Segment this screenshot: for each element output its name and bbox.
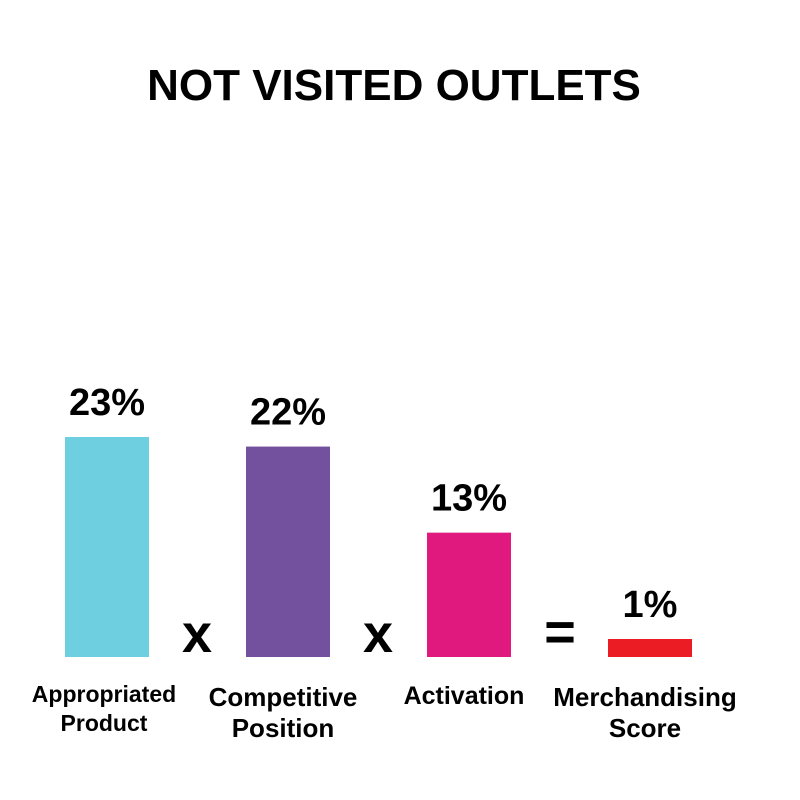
category-label-1-line-1: Appropriated xyxy=(32,681,176,707)
bar-3 xyxy=(427,532,511,657)
category-label-2-line-2: Position xyxy=(232,713,335,743)
bar-2 xyxy=(246,446,330,657)
category-label-3-line-1: Activation xyxy=(404,682,525,710)
value-label-3: 13% xyxy=(431,478,507,520)
bar-4 xyxy=(608,639,692,657)
category-label-4-line-1: Merchandising xyxy=(553,682,736,712)
value-label-4: 1% xyxy=(623,584,678,626)
value-label-1: 23% xyxy=(69,382,145,424)
multiply-operator-2: x xyxy=(363,604,393,664)
multiply-operator-1: x xyxy=(182,604,212,664)
equals-operator: = xyxy=(544,602,576,662)
bars-layer: 23% Appropriated Product 22% Competitive Posi… xyxy=(32,382,737,743)
bar-1 xyxy=(65,437,149,657)
category-label-1-line-2: Product xyxy=(61,710,148,736)
category-label-2: Competitive Position xyxy=(209,682,358,743)
category-label-1: Appropriated Product xyxy=(32,681,176,736)
value-label-2: 22% xyxy=(250,392,326,434)
chart-title: NOT VISITED OUTLETS xyxy=(147,61,641,110)
category-label-4: Merchandising Score xyxy=(553,682,736,743)
category-label-4-line-2: Score xyxy=(609,713,681,743)
category-label-3: Activation xyxy=(404,682,525,710)
category-label-2-line-1: Competitive xyxy=(209,682,358,712)
